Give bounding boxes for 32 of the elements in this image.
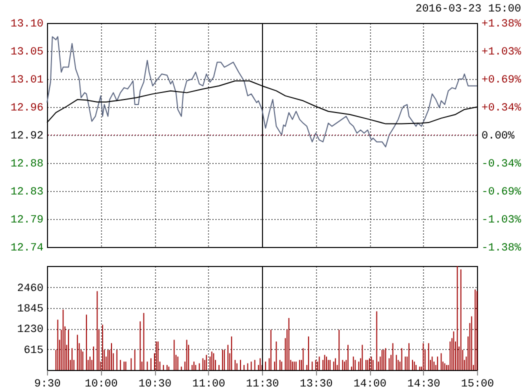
x-tick-label: 9:30: [34, 378, 61, 390]
x-tick-label: 14:30: [407, 378, 440, 390]
text: -1.38%: [482, 242, 522, 254]
y-tick-label: 2460: [17, 282, 44, 295]
text: -0.34%: [482, 158, 522, 170]
y-tick-label: 1230: [17, 324, 44, 336]
y-tick-label: 13.10: [10, 18, 44, 30]
text: -1.03%: [482, 214, 522, 226]
y-tick-label: 13.01: [10, 74, 44, 86]
text: +0.69%: [482, 74, 522, 86]
x-tick-label: 11:30: [246, 378, 280, 390]
y-tick-label: 615: [24, 344, 44, 357]
x-tick-label: 10:00: [84, 378, 118, 390]
y-tick-label: 1845: [17, 304, 44, 316]
x-tick-label: 13:30: [300, 378, 333, 390]
y-tick-label: 12.96: [10, 102, 44, 114]
text: 0.00%: [482, 130, 515, 142]
text: -0.69%: [482, 186, 522, 198]
x-tick-label: 10:30: [138, 378, 172, 390]
y-tick-label: 12.88: [10, 158, 44, 170]
text: 2016-03-23 15:00: [415, 4, 522, 16]
y-tick-label: 12.74: [10, 242, 44, 254]
text: +1.03%: [482, 46, 522, 58]
x-tick-label: 14:00: [353, 378, 387, 390]
y-tick-label: 12.83: [10, 186, 44, 198]
y-tick-label: 13.05: [10, 46, 44, 58]
text: +1.38%: [482, 18, 522, 30]
text: +0.34%: [482, 102, 522, 114]
y-tick-label: 12.79: [10, 214, 44, 226]
y-tick-label: 12.92: [10, 130, 44, 142]
x-tick-label: 15:00: [460, 378, 494, 390]
x-tick-label: 11:00: [192, 378, 226, 390]
